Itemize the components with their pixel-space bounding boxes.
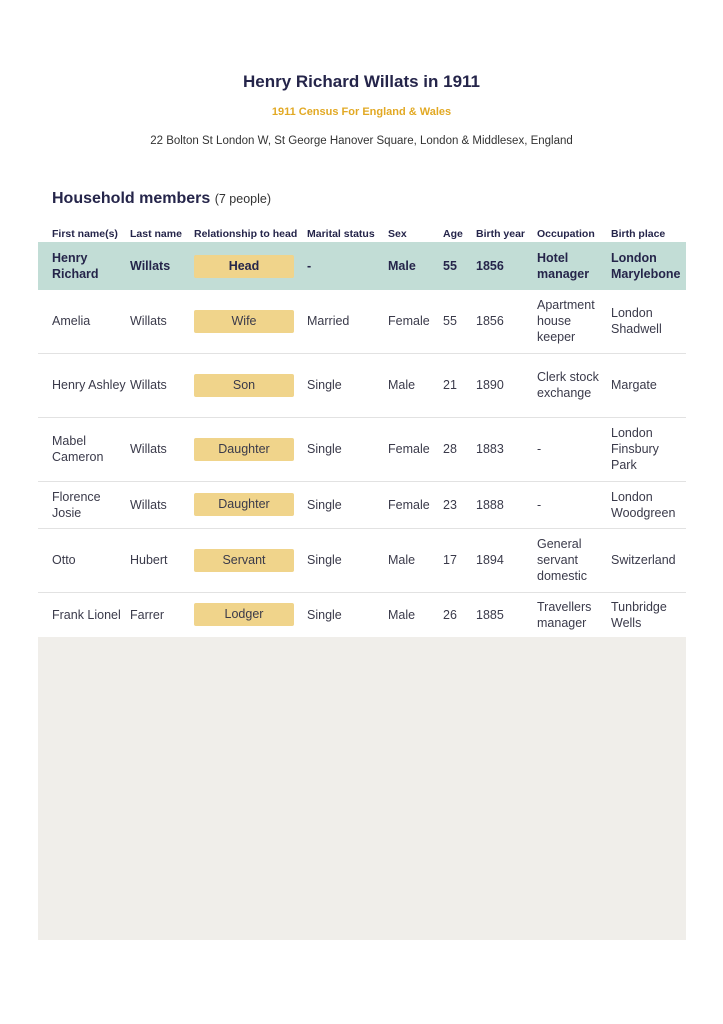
cell-birth-year: 1885	[476, 592, 537, 638]
cell-occupation: Hotel manager	[537, 242, 611, 290]
cell-marital: Single	[307, 417, 388, 482]
cell-occupation: Clerk stock exchange	[537, 353, 611, 418]
household-heading: Household members (7 people)	[38, 180, 686, 228]
relationship-badge: Lodger	[194, 603, 294, 626]
cell-relationship: Son	[194, 353, 307, 418]
column-header: Birth year	[476, 228, 526, 240]
page-title: Henry Richard Willats in 1911	[243, 72, 480, 91]
cell-age: 26	[443, 592, 476, 638]
cell-age: 17	[443, 528, 476, 593]
people-count: (7 people)	[214, 192, 272, 206]
cell-relationship: Wife	[194, 290, 307, 354]
table-row: Henry Richard Willats Head - Male 55 1856 Hotel…	[38, 242, 686, 290]
relationship-badge: Daughter	[194, 493, 294, 516]
heading-text: Household members	[52, 190, 211, 207]
table-row: Mabel Cameron Willats Daughter Single Female…	[38, 417, 686, 482]
cell-marital: -	[307, 242, 388, 290]
cell-birth-year: 1883	[476, 417, 537, 482]
cell-marital: Married	[307, 290, 388, 354]
table-row: Amelia Willats Wife Married Female 55 1856 Apar…	[38, 290, 686, 354]
cell-occupation: Travellers manager	[537, 592, 611, 638]
household-table: First name(s) Last name Relationship to he…	[38, 228, 686, 638]
relationship-badge: Daughter	[194, 437, 294, 461]
census-subtitle: 1911 Census For England & Wales	[271, 106, 452, 118]
cell-relationship: Daughter	[194, 481, 307, 529]
column-header: First name(s)	[52, 228, 118, 240]
empty-panel	[38, 637, 686, 940]
address: 22 Bolton St London W, St George Hanover…	[150, 135, 573, 147]
cell-sex: Female	[388, 481, 443, 529]
column-header: Marital status	[307, 228, 375, 240]
cell-sex: Male	[388, 592, 443, 638]
column-header: Sex	[388, 228, 407, 240]
cell-first: Amelia	[38, 290, 130, 354]
column-header: Relationship to head	[194, 228, 298, 240]
cell-birth-year: 1856	[476, 242, 537, 290]
cell-relationship: Lodger	[194, 592, 307, 638]
cell-birth-year: 1890	[476, 353, 537, 418]
cell-age: 23	[443, 481, 476, 529]
table-header: First name(s) Last name Relationship to he…	[38, 228, 686, 242]
cell-birth-year: 1894	[476, 528, 537, 593]
cell-marital: Single	[307, 353, 388, 418]
cell-sex: Female	[388, 417, 443, 482]
cell-birth-place: London Woodgreen	[611, 481, 686, 529]
cell-birth-place: Switzerland	[611, 528, 686, 593]
column-header: Age	[443, 228, 463, 240]
cell-age: 55	[443, 242, 476, 290]
cell-relationship: Daughter	[194, 417, 307, 482]
cell-last: Farrer	[130, 592, 194, 638]
cell-first: Mabel Cameron	[38, 417, 130, 482]
cell-birth-place: London Marylebone	[611, 242, 686, 290]
cell-sex: Female	[388, 290, 443, 354]
table-row: Frank Lionel Farrer Lodger Single Male 26 1885…	[38, 592, 686, 638]
cell-age: 55	[443, 290, 476, 354]
relationship-badge: Head	[194, 254, 294, 278]
cell-last: Willats	[130, 481, 194, 529]
cell-first: Henry Ashley	[38, 353, 130, 418]
column-header: Last name	[130, 228, 182, 240]
cell-marital: Single	[307, 528, 388, 593]
cell-occupation: -	[537, 481, 611, 529]
cell-marital: Single	[307, 481, 388, 529]
cell-occupation: -	[537, 417, 611, 482]
cell-occupation: General servant domestic	[537, 528, 611, 593]
cell-last: Willats	[130, 290, 194, 354]
cell-sex: Male	[388, 528, 443, 593]
relationship-badge: Wife	[194, 309, 294, 333]
relationship-badge: Servant	[194, 548, 294, 572]
table-row: Florence Josie Willats Daughter Single Femal…	[38, 481, 686, 529]
cell-first: Otto	[38, 528, 130, 593]
cell-birth-place: Tunbridge Wells	[611, 592, 686, 638]
cell-birth-place: London Shadwell	[611, 290, 686, 354]
relationship-badge: Son	[194, 373, 294, 397]
cell-birth-year: 1856	[476, 290, 537, 354]
cell-age: 28	[443, 417, 476, 482]
cell-last: Willats	[130, 353, 194, 418]
table-row: Henry Ashley Willats Son Single Male 21 1890 Cl…	[38, 353, 686, 418]
cell-last: Hubert	[130, 528, 194, 593]
cell-occupation: Apartment house keeper	[537, 290, 611, 354]
table-row: Otto Hubert Servant Single Male 17 1894 General…	[38, 528, 686, 593]
cell-birth-place: Margate	[611, 353, 686, 418]
cell-first: Frank Lionel	[38, 592, 130, 638]
cell-marital: Single	[307, 592, 388, 638]
column-header: Occupation	[537, 228, 595, 240]
cell-last: Willats	[130, 242, 194, 290]
household-card: Household members (7 people) First name(…	[38, 180, 686, 638]
column-header: Birth place	[611, 228, 666, 240]
cell-sex: Male	[388, 353, 443, 418]
cell-age: 21	[443, 353, 476, 418]
cell-first: Florence Josie	[38, 481, 130, 529]
cell-last: Willats	[130, 417, 194, 482]
cell-birth-place: London Finsbury Park	[611, 417, 686, 482]
cell-birth-year: 1888	[476, 481, 537, 529]
cell-relationship: Servant	[194, 528, 307, 593]
cell-first: Henry Richard	[38, 242, 130, 290]
cell-relationship: Head	[194, 242, 307, 290]
cell-sex: Male	[388, 242, 443, 290]
